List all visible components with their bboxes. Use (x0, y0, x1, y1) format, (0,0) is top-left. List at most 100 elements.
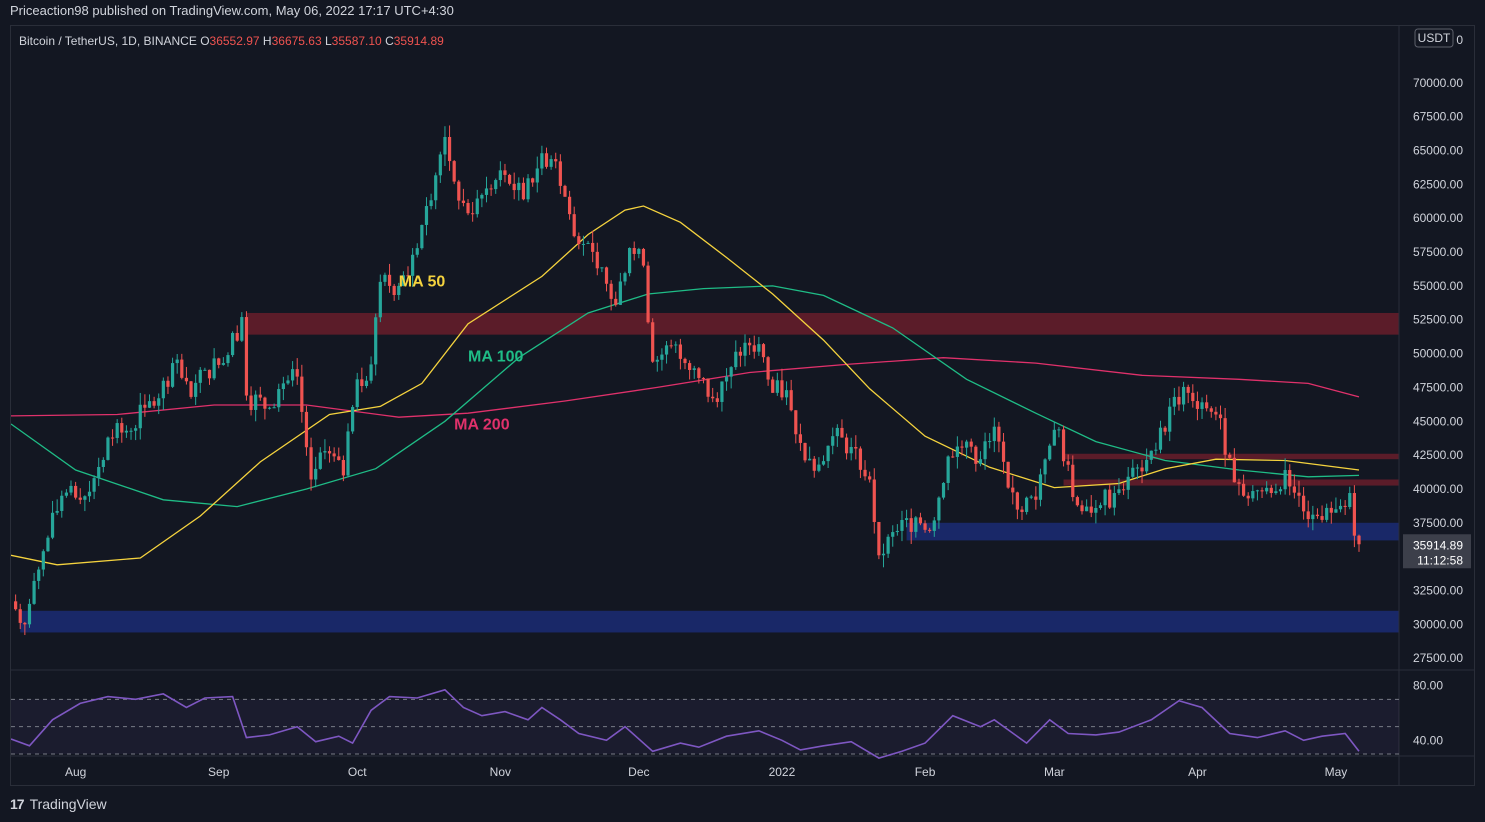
candle-body (1085, 506, 1089, 512)
candle-body (1020, 509, 1024, 512)
candle (23, 621, 27, 636)
candle (1052, 421, 1056, 446)
candle-body (74, 485, 78, 498)
candle (50, 500, 55, 540)
candle-body (360, 379, 364, 387)
candle-body (244, 317, 249, 396)
candle-body (997, 426, 1001, 442)
candle-body (1241, 483, 1246, 496)
candle (180, 353, 184, 380)
candle (41, 549, 45, 577)
candle-body (124, 430, 129, 433)
candle-body (521, 182, 526, 200)
candle (526, 174, 530, 203)
candle-body (364, 380, 369, 387)
candle (295, 358, 299, 385)
candle (632, 241, 636, 261)
candle-body (812, 458, 816, 471)
candle-body (628, 248, 632, 274)
candle (46, 535, 50, 552)
candle (1140, 459, 1144, 484)
candle (1181, 381, 1186, 412)
candle-body (143, 404, 147, 408)
candle-body (1195, 401, 1200, 409)
candle (1177, 386, 1181, 411)
candle (531, 177, 535, 187)
candle-body (286, 380, 290, 384)
candle-body (780, 380, 784, 398)
candle (198, 367, 202, 393)
candle (124, 425, 129, 438)
close-label: C (385, 34, 394, 48)
candle (1200, 397, 1204, 419)
candle-body (475, 198, 479, 215)
candle-body (992, 426, 996, 442)
high-value: 36675.63 (272, 34, 325, 48)
candle (64, 489, 68, 498)
candle (748, 338, 752, 355)
candle-body (748, 342, 752, 346)
candle-body (263, 397, 267, 409)
candle (558, 154, 562, 194)
candle (364, 375, 369, 389)
candle (480, 193, 484, 208)
time-tick-label: Sep (208, 765, 230, 779)
resistance-zone-0 (246, 312, 1399, 335)
candle (1246, 492, 1250, 506)
candle-body (1181, 386, 1186, 405)
candle-body (217, 358, 221, 365)
candle-body (507, 174, 512, 184)
candle-body (443, 137, 447, 155)
candle-body (1098, 505, 1103, 509)
candle (983, 432, 987, 470)
candle (1269, 484, 1273, 498)
candle (1338, 499, 1343, 513)
candle (1214, 406, 1218, 421)
candle-body (258, 394, 262, 398)
candle (1228, 452, 1232, 460)
candle (914, 515, 918, 538)
candle (314, 456, 318, 488)
candle (752, 335, 756, 359)
candle-body (1071, 464, 1075, 498)
candle (1186, 384, 1190, 404)
candle-body (332, 453, 336, 457)
time-tick-label: Oct (348, 765, 367, 779)
candle-body (37, 569, 41, 581)
candle-body (701, 377, 706, 379)
open-label: O (200, 34, 209, 48)
candle (844, 433, 849, 460)
candle (203, 367, 207, 371)
candle (217, 357, 221, 369)
candle (918, 512, 923, 526)
candle (494, 178, 498, 194)
candle (484, 176, 489, 203)
candle-body (798, 434, 803, 443)
candle-body (1080, 505, 1084, 512)
tradingview-footer[interactable]: 17 TradingView (10, 796, 107, 812)
price-tick-label: 57500.00 (1413, 245, 1463, 259)
candle (309, 437, 313, 491)
candle-body (254, 394, 258, 410)
price-chart[interactable]: MA 50 MA 100 MA 200 70000.00 67500.00 65000.… (10, 26, 1474, 785)
candle-body (1186, 386, 1190, 393)
price-tick-label: 65000.00 (1413, 144, 1463, 158)
candle-body (1001, 441, 1006, 462)
candle-body (1089, 506, 1093, 513)
candle-body (868, 476, 872, 480)
candle-body (18, 609, 22, 623)
candle (1112, 485, 1116, 516)
candle-body (978, 459, 983, 464)
candle-body (821, 461, 826, 465)
candle-body (655, 359, 659, 362)
candle-body (840, 427, 844, 438)
candle-body (424, 206, 429, 225)
candle-body (1348, 493, 1352, 507)
candle-body (1315, 514, 1320, 517)
chart-frame[interactable]: MA 50 MA 100 MA 200 70000.00 67500.00 65000.… (10, 25, 1475, 786)
candle (891, 525, 895, 547)
symbol-name: Bitcoin / TetherUS, 1D, BINANCE (19, 34, 200, 48)
candle (1329, 501, 1333, 524)
candle (360, 367, 364, 393)
candle (872, 468, 876, 534)
